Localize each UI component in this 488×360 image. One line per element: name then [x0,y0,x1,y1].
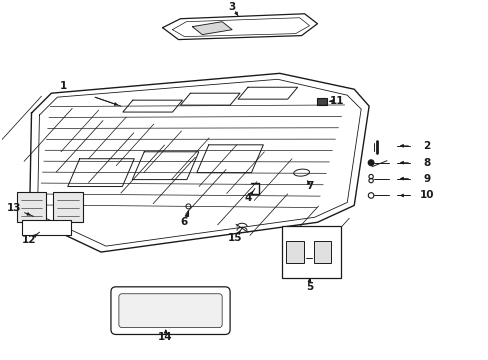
Bar [53,193,83,222]
Text: 15: 15 [227,233,242,243]
FancyBboxPatch shape [111,287,230,334]
Text: 10: 10 [419,190,433,201]
Text: 6: 6 [181,217,188,227]
Bar [313,241,331,263]
Bar [317,98,327,105]
Text: 9: 9 [422,174,429,184]
Text: 14: 14 [158,333,173,342]
Text: 2: 2 [422,141,429,151]
Text: 7: 7 [305,180,313,190]
Bar [285,241,303,263]
Text: 3: 3 [228,2,235,12]
Text: 1: 1 [60,81,67,91]
Text: 12: 12 [22,235,37,245]
Ellipse shape [293,169,309,176]
Polygon shape [192,22,232,35]
FancyBboxPatch shape [119,294,222,328]
Bar [21,220,71,235]
Text: 13: 13 [6,203,21,213]
Text: 5: 5 [305,282,312,292]
Text: 8: 8 [422,158,429,168]
Circle shape [367,160,373,166]
Bar [281,226,341,278]
Text: 4: 4 [244,193,251,203]
Text: 11: 11 [329,96,344,106]
Bar [17,193,46,222]
